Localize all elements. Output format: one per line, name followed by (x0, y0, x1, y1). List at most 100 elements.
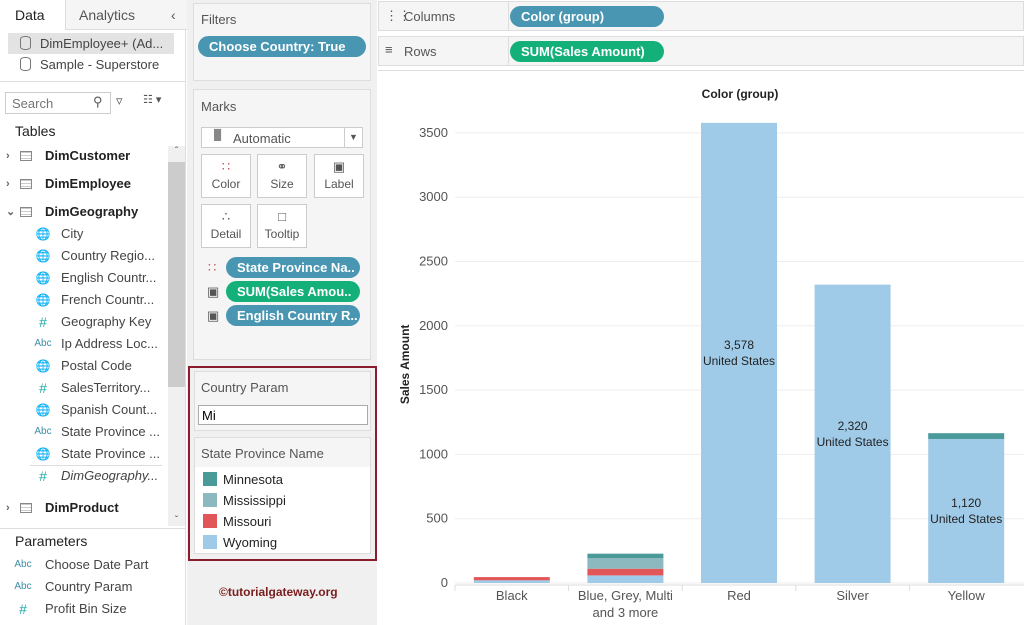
tab-analytics[interactable]: Analytics (79, 7, 136, 23)
bar-segment-minnesota (928, 433, 1005, 439)
scrollbar[interactable]: ˆ ˇ (168, 146, 185, 526)
table-name: DimCustomer (45, 148, 131, 163)
table-icon (20, 151, 32, 161)
parameter-item[interactable]: # Profit Bin Size (0, 598, 168, 620)
bar-country-label: United States (817, 435, 889, 449)
columns-shelf[interactable]: ⋮⋮ Columns Color (group) (378, 1, 1024, 31)
bar-segment-wyoming (473, 580, 550, 583)
globe-icon: 🌐 (35, 359, 51, 373)
marks-title: Marks (201, 99, 237, 114)
table-dimgeography[interactable]: ⌄ DimGeography (0, 201, 168, 223)
collapse-pane-icon[interactable]: ‹ (171, 7, 176, 23)
legend-label: Minnesota (223, 472, 283, 487)
columns-icon: ⋮⋮ (385, 8, 411, 23)
tooltip-icon: □ (278, 209, 286, 224)
color-button[interactable]: ∷ Color (201, 154, 251, 198)
bar-segment-wyoming (701, 122, 777, 583)
filters-title: Filters (201, 12, 237, 27)
field-label: SalesTerritory... (61, 380, 151, 395)
field-item[interactable]: 🌐 French Countr... (0, 289, 168, 311)
globe-icon: 🌐 (35, 293, 51, 307)
parameter-item[interactable]: Abc Country Param (0, 576, 168, 598)
scroll-up-icon[interactable]: ˆ (174, 146, 179, 157)
filter-icon[interactable]: ▿ (116, 93, 123, 108)
tooltip-button[interactable]: □ Tooltip (257, 204, 307, 248)
y-tick-label: 0 (441, 575, 448, 590)
label-icon: ▣ (207, 308, 220, 323)
x-tick-label: and 3 more (593, 605, 659, 620)
label-icon: ▣ (332, 159, 346, 174)
legend-label: Wyoming (223, 535, 278, 550)
parameter-card: Country Param (194, 371, 371, 431)
table-name: DimProduct (45, 500, 119, 515)
rows-shelf[interactable]: ≡ Rows SUM(Sales Amount) (378, 36, 1024, 66)
number-icon: # (39, 314, 47, 330)
columns-pill[interactable]: Color (group) (510, 6, 664, 27)
field-item[interactable]: 🌐 Spanish Count... (0, 399, 168, 421)
field-item[interactable]: 🌐 City (0, 223, 168, 245)
field-item[interactable]: 🌐 Postal Code (0, 355, 168, 377)
datasource-name[interactable]: Sample - Superstore (40, 57, 160, 72)
highlight-box (188, 366, 377, 561)
parameters-heading: Parameters (15, 533, 88, 549)
globe-icon: 🌐 (35, 403, 51, 417)
table-dimcustomer[interactable]: › DimCustomer (0, 145, 168, 167)
bar-chart: Color (group) Sales Amount 0 500 1000 1500 200… (398, 87, 1024, 620)
field-item[interactable]: Abc Ip Address Loc... (0, 333, 168, 355)
y-tick-label: 3000 (419, 189, 448, 204)
field-label: State Province ... (61, 424, 160, 439)
field-label: Spanish Count... (61, 402, 158, 417)
scroll-down-icon[interactable]: ˇ (174, 515, 179, 526)
filters-card: Filters Choose Country: True (193, 3, 371, 81)
scrollbar-thumb[interactable] (168, 162, 185, 387)
legend-title: State Province Name (201, 446, 324, 461)
chevron-down-icon[interactable]: ▼ (344, 128, 362, 147)
button-label: Tooltip (264, 227, 300, 241)
mark-pill-sales[interactable]: SUM(Sales Amou.. (226, 281, 360, 302)
rows-label: Rows (404, 44, 437, 59)
button-label: Detail (210, 227, 242, 241)
y-axis-title: Sales Amount (398, 325, 412, 405)
table-dimemployee[interactable]: › DimEmployee (0, 173, 168, 195)
field-label: Postal Code (61, 358, 132, 373)
cards-column: Filters Choose Country: True Marks █ Aut… (187, 0, 377, 625)
view-options-icon[interactable]: ☷ ▾ (143, 94, 162, 106)
x-tick-label: Blue, Grey, Multi (578, 588, 673, 603)
number-icon: # (39, 380, 47, 396)
mark-pill-country[interactable]: English Country R.. (226, 305, 360, 326)
y-tick-label: 1500 (419, 382, 448, 397)
filter-pill[interactable]: Choose Country: True (198, 36, 366, 57)
parameter-item[interactable]: Abc Choose Date Part (0, 554, 168, 576)
string-icon: Abc (14, 581, 32, 592)
field-label: Country Regio... (61, 248, 155, 263)
size-button[interactable]: ⚭ Size (257, 154, 307, 198)
table-dimproduct[interactable]: › DimProduct (0, 497, 168, 519)
country-param-input[interactable] (198, 405, 368, 425)
globe-icon: 🌐 (35, 447, 51, 461)
y-tick-label: 500 (426, 511, 448, 526)
bar-value-label: 3,578 (724, 338, 754, 352)
field-item[interactable]: # DimGeography... (0, 465, 168, 487)
field-item[interactable]: # SalesTerritory... (0, 377, 168, 399)
label-button[interactable]: ▣ Label (314, 154, 364, 198)
detail-button[interactable]: ∴ Detail (201, 204, 251, 248)
string-icon: Abc (34, 426, 52, 437)
mark-pill-state[interactable]: State Province Na.. (226, 257, 360, 278)
rows-pill[interactable]: SUM(Sales Amount) (510, 41, 664, 62)
color-legend: State Province Name Minnesota Mississippi… (194, 437, 371, 554)
field-item[interactable]: Abc State Province ... (0, 421, 168, 443)
datasource-item[interactable] (8, 33, 174, 54)
search-input[interactable] (5, 92, 111, 114)
bar-country-label: United States (930, 512, 1002, 526)
mark-type-select[interactable]: █ Automatic ▼ (201, 127, 363, 148)
field-item[interactable]: 🌐 English Countr... (0, 267, 168, 289)
y-tick-label: 3500 (419, 125, 448, 140)
field-item[interactable]: 🌐 Country Regio... (0, 245, 168, 267)
detail-icon: ∴ (221, 209, 231, 224)
legend-swatch (203, 535, 217, 549)
field-item[interactable]: # Geography Key (0, 311, 168, 333)
field-item[interactable]: 🌐 State Province ... (0, 443, 168, 465)
datasource-name[interactable]: DimEmployee+ (Ad... (40, 36, 164, 51)
tab-data[interactable]: Data (15, 7, 45, 23)
string-icon: Abc (34, 338, 52, 349)
